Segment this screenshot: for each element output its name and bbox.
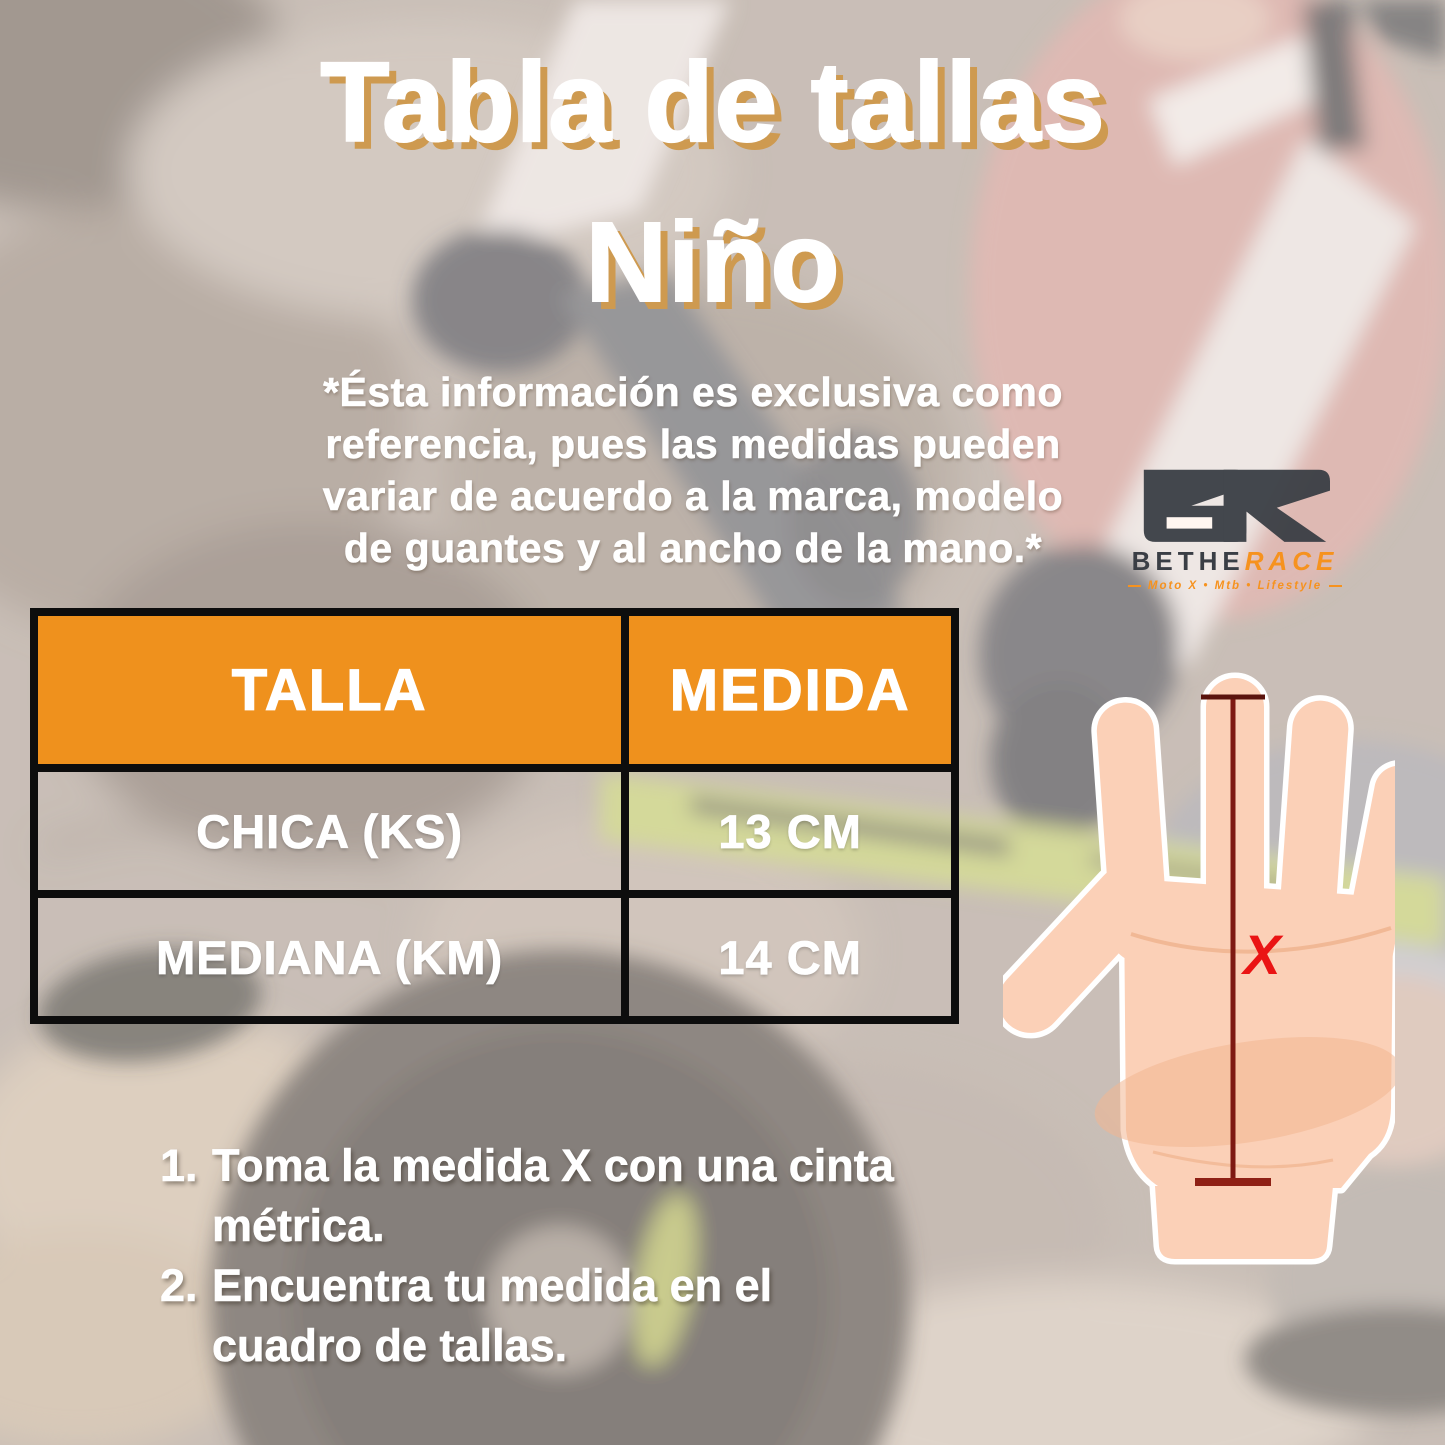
instruction-line: Encuentra tu medida en el xyxy=(212,1260,773,1312)
betherace-wordmark: BETHERACE xyxy=(1128,546,1342,577)
logo-tagline-row: Moto X • Mtb • Lifestyle xyxy=(1128,580,1342,592)
logo-word-race: RACE xyxy=(1244,546,1339,576)
size-cell: MEDIANA (KM) xyxy=(29,890,630,1024)
page-title-line1: Tabla de tallas xyxy=(319,39,1106,165)
instruction-line: métrica. xyxy=(212,1200,385,1252)
tagline-rule-right xyxy=(1329,585,1342,587)
tagline-rule-left xyxy=(1128,585,1141,587)
measure-marker-label: X xyxy=(1240,923,1284,986)
size-cell: CHICA (KS) xyxy=(29,764,630,898)
table-row: CHICA (KS) 13 CM xyxy=(29,764,959,898)
hand-skin xyxy=(1003,678,1395,1259)
logo-tagline: Moto X • Mtb • Lifestyle xyxy=(1147,580,1323,592)
instruction-item: 1. Toma la medida X con una cinta métric… xyxy=(160,1136,940,1256)
instruction-item: 2. Encuentra tu medida en el cuadro de t… xyxy=(160,1256,940,1376)
betherace-monogram-icon xyxy=(1143,469,1330,542)
column-header-medida: MEDIDA xyxy=(621,608,959,772)
size-table: TALLA MEDIDA CHICA (KS) 13 CM MEDIANA (K… xyxy=(29,608,959,1024)
wrist-crease xyxy=(1152,1150,1334,1169)
instruction-number: 2. xyxy=(160,1260,198,1312)
disclaimer-text: *Ésta información es exclusiva como refe… xyxy=(233,366,1153,574)
instructions-list: 1. Toma la medida X con una cinta métric… xyxy=(160,1136,940,1376)
palm-crease xyxy=(1130,926,1392,954)
table-row: MEDIANA (KM) 14 CM xyxy=(29,890,959,1024)
instruction-line: cuadro de tallas. xyxy=(212,1320,568,1372)
logo-word-bethe: BETHE xyxy=(1131,546,1245,576)
measure-cell: 14 CM xyxy=(621,890,959,1024)
betherace-logo: BETHERACE Moto X • Mtb • Lifestyle xyxy=(1128,462,1342,592)
disclaimer-line: *Ésta información es exclusiva como xyxy=(323,369,1063,416)
page-title-line2: Niño xyxy=(584,199,841,325)
instruction-number: 1. xyxy=(160,1140,198,1192)
instruction-line: Toma la medida X con una cinta xyxy=(212,1140,894,1192)
measure-cell: 13 CM xyxy=(621,764,959,898)
size-table-header-row: TALLA MEDIDA xyxy=(29,608,959,772)
palm-shading xyxy=(1094,1036,1395,1148)
column-header-talla: TALLA xyxy=(29,608,630,772)
disclaimer-line: de guantes y al ancho de la mano.* xyxy=(343,525,1043,572)
hand-measure-diagram: X xyxy=(1003,672,1395,1265)
disclaimer-line: referencia, pues las medidas pueden xyxy=(325,421,1061,468)
disclaimer-line: variar de acuerdo a la marca, modelo xyxy=(322,473,1064,520)
